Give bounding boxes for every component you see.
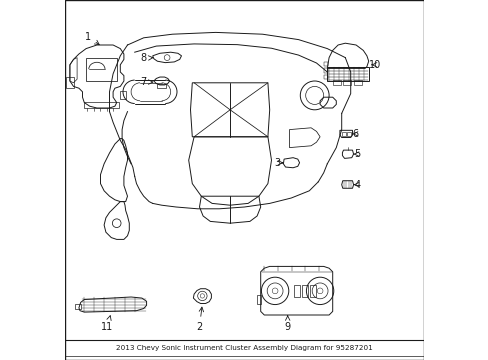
Bar [301,285,307,297]
Bar [323,62,327,66]
Text: 2: 2 [196,307,203,332]
Bar [346,132,350,136]
Text: 1: 1 [84,32,99,45]
Text: 11: 11 [101,316,113,332]
Text: 9: 9 [284,316,290,332]
Text: 2013 Chevy Sonic Instrument Cluster Assembly Diagram for 95287201: 2013 Chevy Sonic Instrument Cluster Asse… [116,346,372,351]
Bar [354,80,362,85]
Text: 8: 8 [140,53,153,63]
Bar [332,80,340,85]
Text: 7: 7 [140,77,153,87]
Bar [323,68,327,73]
Bar [323,75,327,79]
Text: 5: 5 [353,149,359,159]
Text: 4: 4 [353,180,360,190]
Bar [326,67,368,81]
Bar [86,58,117,81]
Bar [341,132,346,136]
Text: 10: 10 [368,60,380,70]
Bar [309,285,315,297]
Bar [84,102,118,108]
Bar [343,80,351,85]
Text: 3: 3 [273,158,282,168]
Bar [157,84,166,88]
Bar [66,77,73,88]
Text: 6: 6 [351,129,358,139]
Bar [257,295,261,304]
Bar [120,91,125,99]
Bar [293,285,299,297]
